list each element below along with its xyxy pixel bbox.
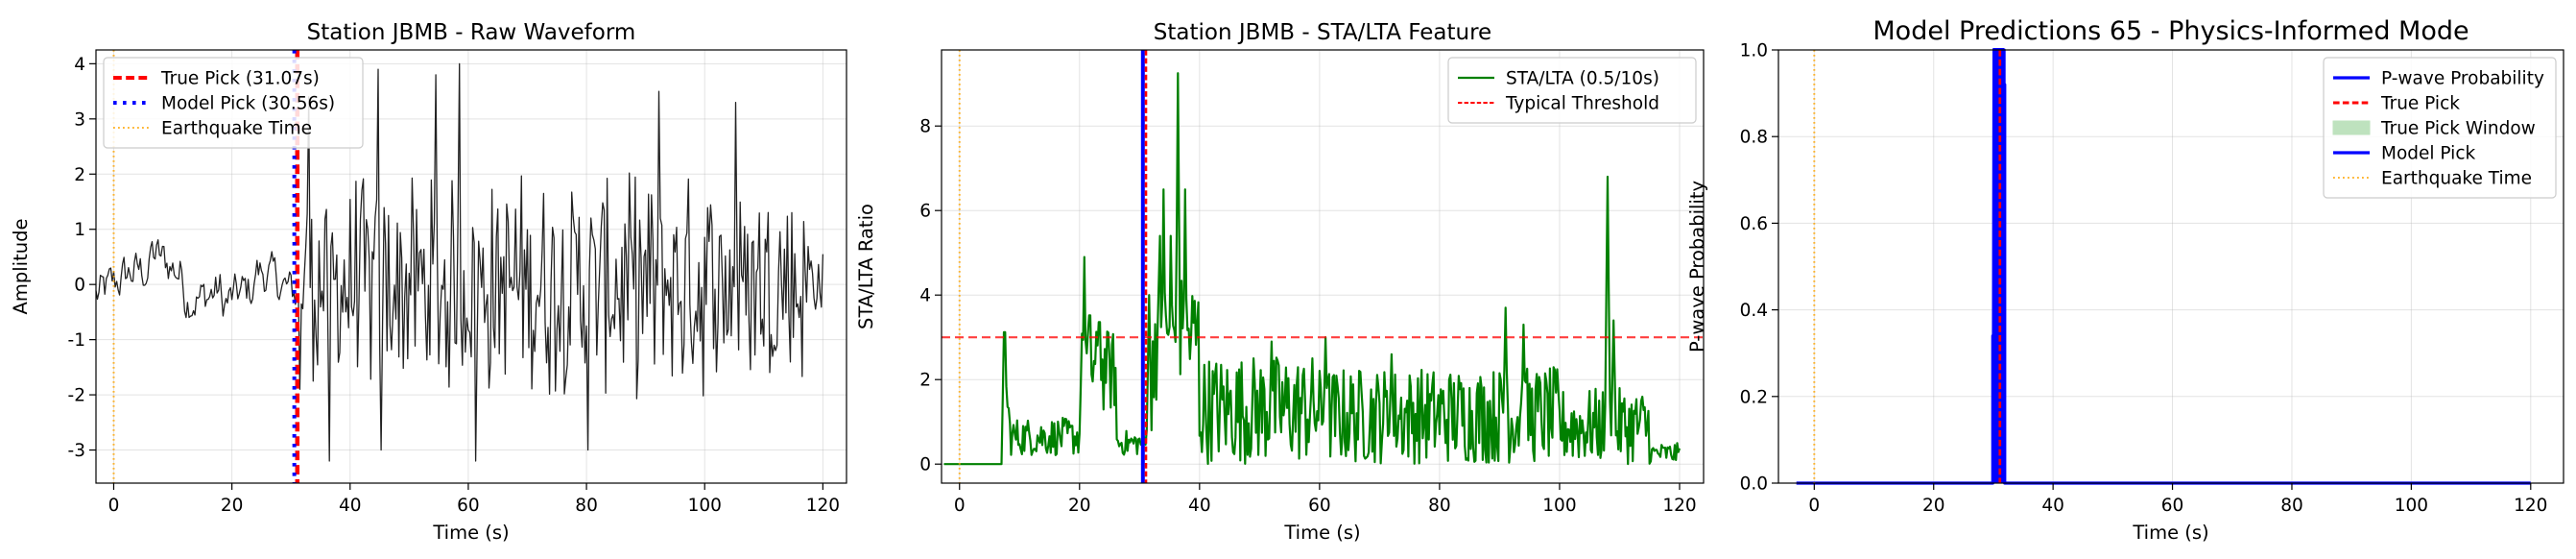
y-tick-label: -2: [68, 386, 85, 406]
x-tick-label: 40: [2041, 496, 2064, 516]
panel-model-predictions: 0 20 40 60 80 100 120 0.0 0.2 0.4 0.6 0.8 1.0 Model …: [1686, 16, 2564, 544]
legend: P-wave Probability True Pick True Pick Win…: [2323, 57, 2557, 199]
x-tick-label: 60: [2161, 496, 2184, 516]
x-tick-label: 60: [457, 496, 480, 516]
x-tick-label: 100: [1542, 496, 1576, 516]
legend-label: Model Pick (30.56s): [161, 94, 335, 114]
y-tick-label: 0.0: [1740, 474, 1768, 495]
y-tick-label: 0.6: [1740, 214, 1768, 234]
x-tick-label: 0: [1808, 496, 1820, 516]
y-tick-label: 6: [919, 202, 931, 222]
x-axis-label: Time (s): [2132, 522, 2208, 544]
chart-title: Model Predictions 65 - Physics-Informed …: [1872, 16, 2469, 46]
series: [95, 62, 824, 462]
legend-swatch: [2332, 120, 2371, 135]
plot-frame: [95, 49, 847, 484]
y-tick-label: 0: [919, 455, 931, 475]
ticks: 0 20 40 60 80 100 120 0.0 0.2 0.4 0.6 0.8 1.0: [1740, 41, 2548, 517]
y-tick-label: 3: [74, 109, 85, 130]
plot-frame: [1777, 49, 2564, 484]
y-tick-label: 0.8: [1740, 128, 1768, 148]
legend-label: Model Pick: [2381, 144, 2475, 164]
y-tick-label: 8: [919, 117, 931, 137]
y-tick-label: 0.4: [1740, 301, 1768, 321]
x-tick-label: 80: [1428, 496, 1451, 516]
legend: STA/LTA (0.5/10s) Typical Threshold: [1447, 57, 1697, 124]
x-axis-label: Time (s): [1283, 522, 1360, 544]
y-tick-label: 0.2: [1740, 387, 1768, 407]
vertical-lines: [958, 50, 1148, 483]
legend-box: [1447, 57, 1697, 124]
y-tick-label: 1.0: [1740, 41, 1768, 61]
legend-label: True Pick: [2380, 94, 2460, 114]
x-tick-label: 120: [806, 496, 840, 516]
panel-stalta: 0 20 40 60 80 100 120 0 2 4 6 8 Station JBMB - STA/…: [855, 20, 1705, 544]
y-tick-label: 0: [74, 276, 85, 296]
y-tick-label: 2: [74, 165, 85, 185]
ticks: 0 20 40 60 80 100 120 -3 -2 -1 0 1 2 3 4: [68, 55, 840, 516]
x-tick-label: 0: [108, 496, 120, 516]
legend-label: Earthquake Time: [2381, 169, 2532, 189]
plot-frame: [941, 49, 1705, 484]
y-tick-label: 4: [74, 55, 85, 75]
x-tick-label: 80: [575, 496, 598, 516]
y-tick-label: 2: [919, 371, 931, 391]
legend-box: [103, 57, 364, 149]
x-tick-label: 60: [1308, 496, 1331, 516]
stalta-line: [943, 72, 1682, 466]
x-tick-label: 100: [2395, 496, 2428, 516]
chart-title: Station JBMB - Raw Waveform: [307, 20, 636, 45]
legend-label: True Pick Window: [2380, 119, 2536, 139]
y-axis-label: STA/LTA Ratio: [855, 204, 877, 329]
y-axis-label: Amplitude: [10, 219, 32, 315]
y-tick-label: 1: [74, 220, 85, 240]
x-tick-label: 100: [688, 496, 722, 516]
x-tick-label: 120: [2514, 496, 2547, 516]
waveform-line: [95, 62, 824, 462]
x-tick-label: 0: [954, 496, 966, 516]
legend-label: True Pick (31.07s): [160, 69, 320, 89]
y-axis-label: P-wave Probability: [1686, 181, 1708, 352]
legend-label: STA/LTA (0.5/10s): [1506, 69, 1659, 89]
y-tick-label: 4: [919, 286, 931, 306]
x-tick-label: 40: [1188, 496, 1211, 516]
y-tick-label: -3: [68, 441, 85, 461]
x-tick-label: 20: [1922, 496, 1945, 516]
panel-raw-waveform: 0 20 40 60 80 100 120 -3 -2 -1 0 1 2 3 4 Station JBMB …: [10, 20, 847, 544]
x-tick-label: 120: [1662, 496, 1696, 516]
legend: True Pick (31.07s) Model Pick (30.56s) Ear…: [103, 57, 364, 149]
chart-title: Station JBMB - STA/LTA Feature: [1154, 20, 1491, 45]
x-tick-label: 80: [2280, 496, 2303, 516]
x-tick-label: 20: [1068, 496, 1091, 516]
ticks: 0 20 40 60 80 100 120 0 2 4 6 8: [919, 117, 1696, 516]
x-tick-label: 40: [339, 496, 362, 516]
series: [942, 72, 1704, 466]
legend-box: [2323, 57, 2557, 199]
y-tick-label: -1: [68, 330, 85, 351]
legend-label: Typical Threshold: [1505, 94, 1659, 114]
x-tick-label: 20: [221, 496, 244, 516]
x-axis-label: Time (s): [432, 522, 509, 544]
legend-label: P-wave Probability: [2381, 69, 2544, 89]
vertical-lines: [1813, 50, 2002, 483]
legend-label: Earthquake Time: [161, 119, 312, 139]
